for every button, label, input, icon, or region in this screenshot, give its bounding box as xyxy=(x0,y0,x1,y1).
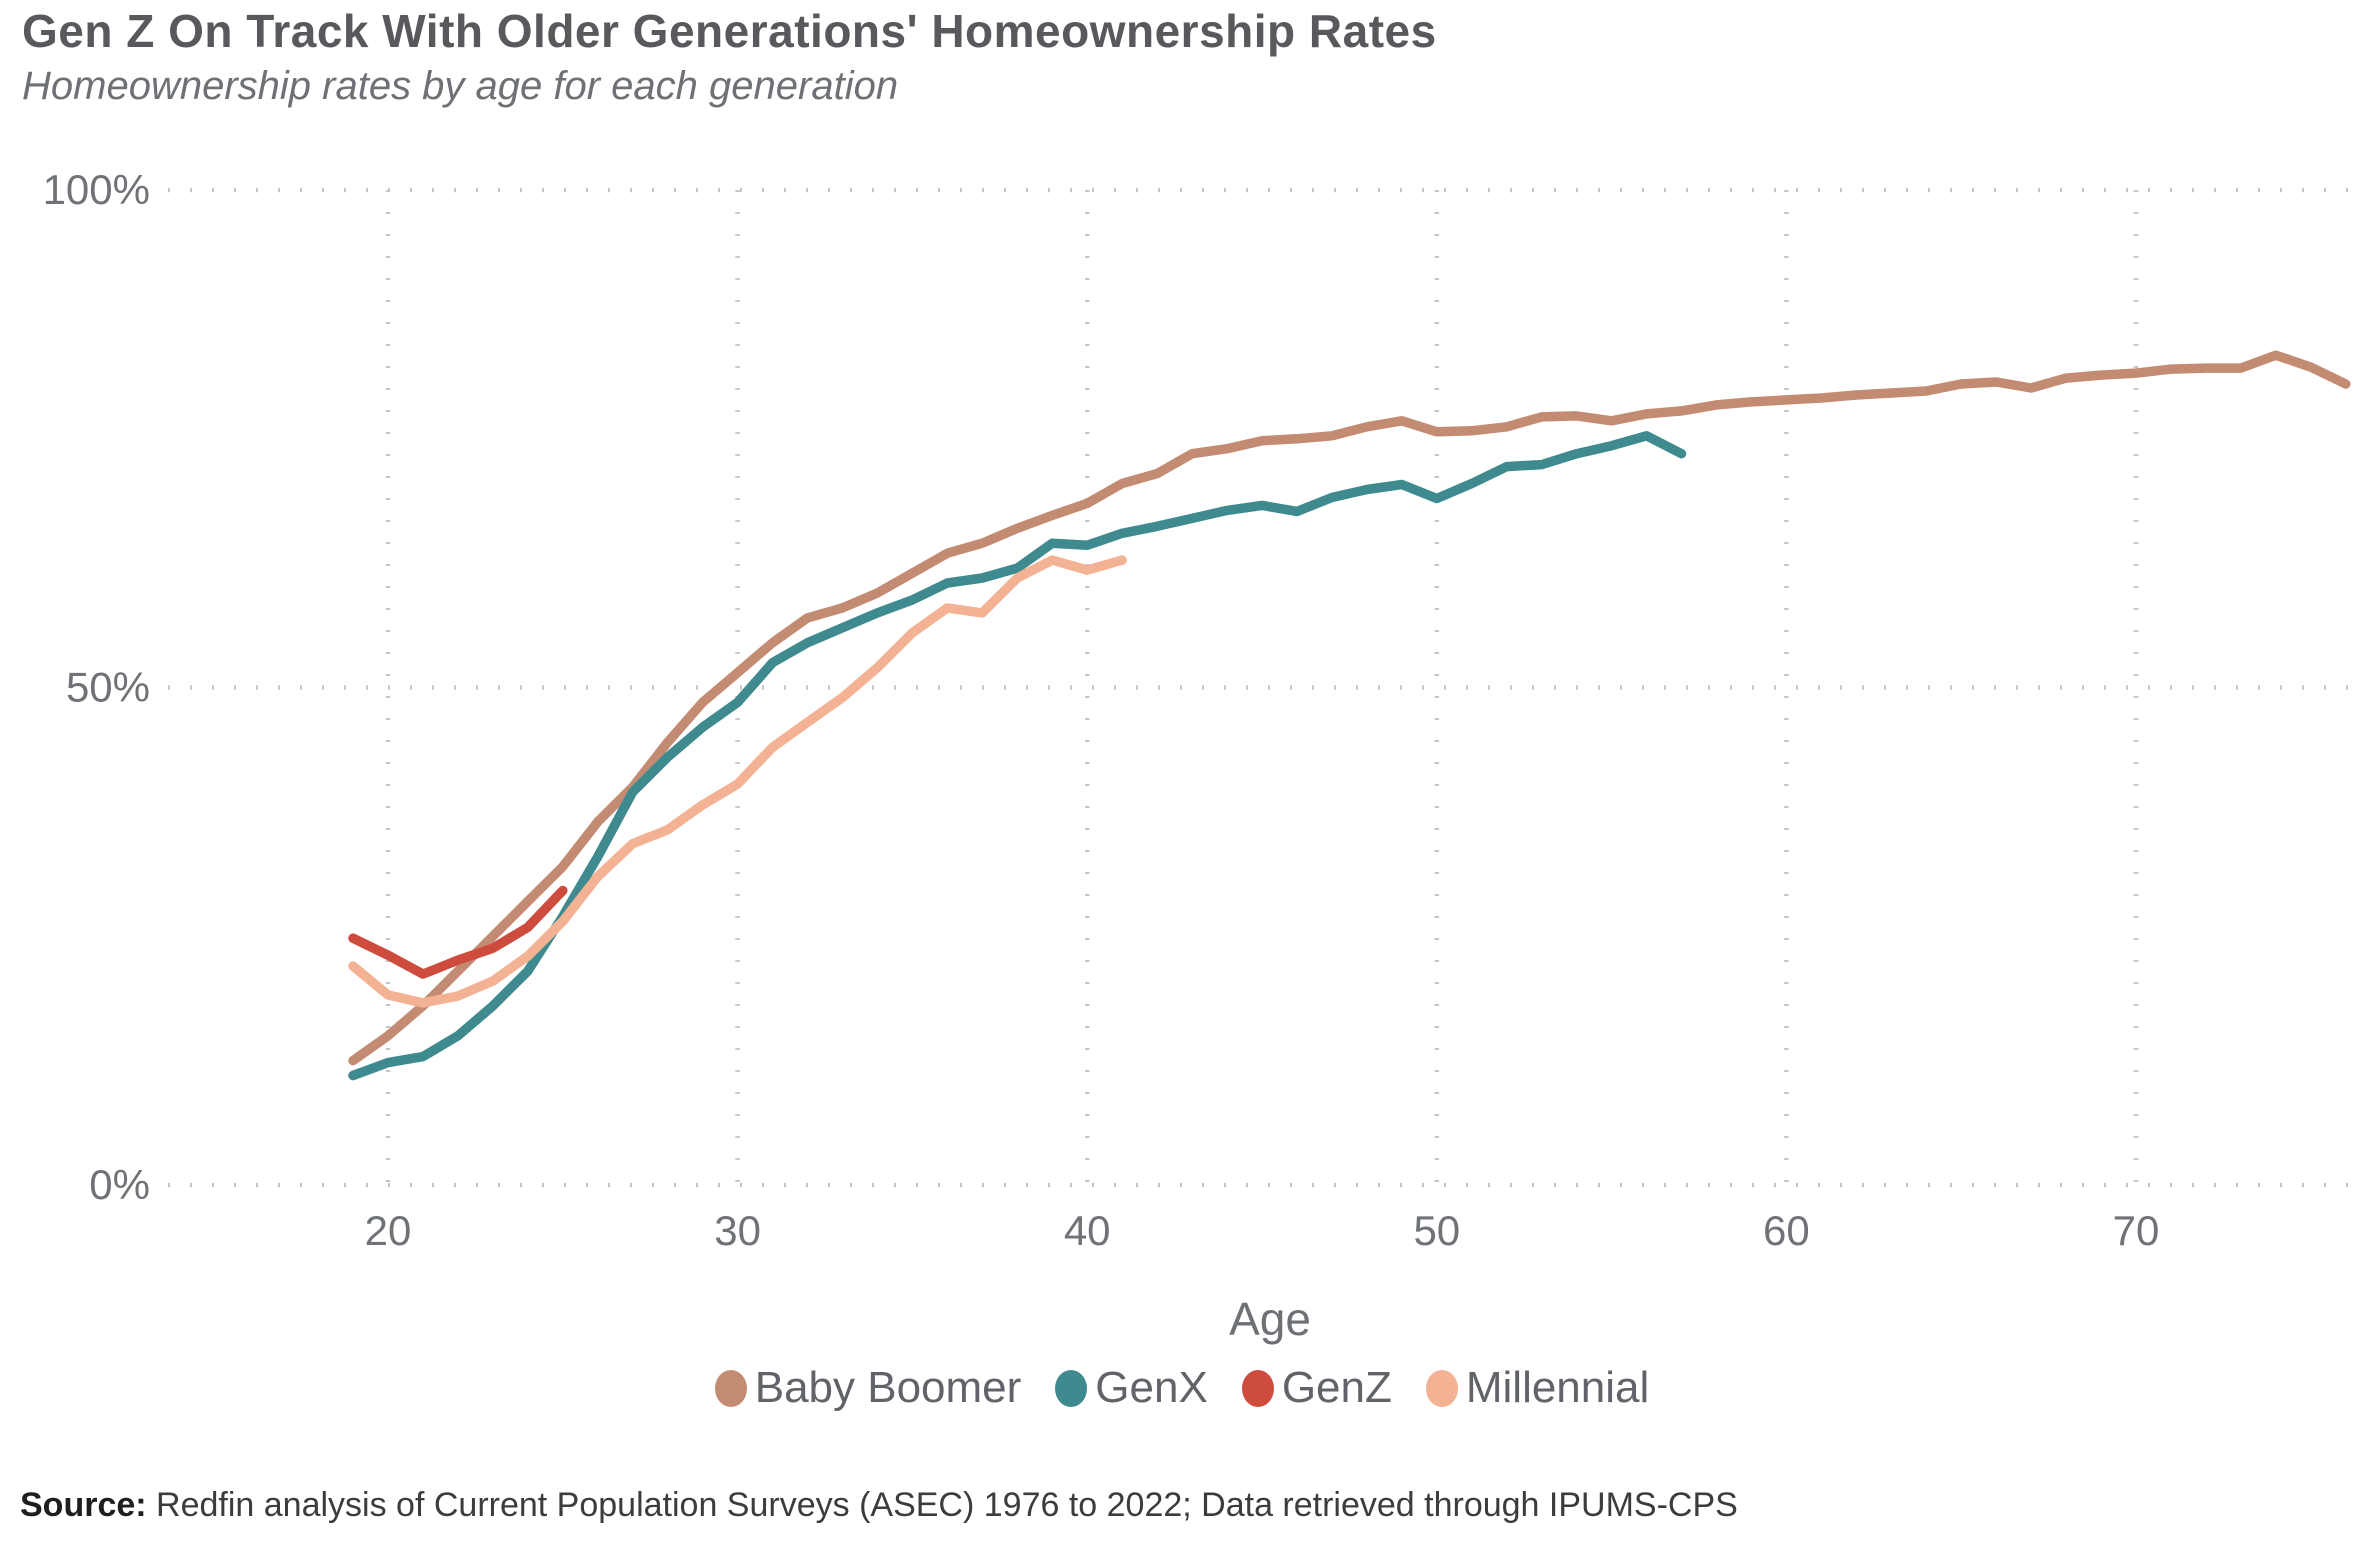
legend: Baby Boomer GenX GenZ Millennial xyxy=(0,1363,2364,1413)
legend-dot-icon xyxy=(1055,1369,1088,1407)
legend-dot-icon xyxy=(1425,1369,1458,1407)
series-lines xyxy=(348,350,2351,1081)
legend-item-genx[interactable]: GenX xyxy=(1055,1363,1208,1413)
y-tick-label: 100% xyxy=(43,166,150,213)
x-tick-label: 50 xyxy=(1413,1207,1460,1254)
legend-label: GenX xyxy=(1095,1363,1208,1412)
series-line-millennial xyxy=(348,555,1127,1008)
x-axis-title: Age xyxy=(1229,1293,1311,1345)
legend-label: Millennial xyxy=(1465,1363,1650,1412)
x-tick-label: 20 xyxy=(365,1207,412,1254)
legend-item-genz[interactable]: GenZ xyxy=(1241,1363,1392,1413)
chart-title: Gen Z On Track With Older Generations' H… xyxy=(22,5,1437,57)
axis-tick-labels: 0% 50% 100% 20 30 40 50 60 70 xyxy=(43,166,2160,1254)
series-line-baby-boomer xyxy=(348,350,2351,1066)
legend-label: Baby Boomer xyxy=(754,1363,1022,1412)
x-tick-label: 60 xyxy=(1763,1207,1810,1254)
y-tick-label: 0% xyxy=(89,1161,150,1208)
series-line-genz xyxy=(348,885,568,979)
y-tick-label: 50% xyxy=(66,664,150,711)
legend-item-millennial[interactable]: Millennial xyxy=(1425,1363,1650,1413)
source-text: Redfin analysis of Current Population Su… xyxy=(146,1486,1738,1524)
x-tick-label: 40 xyxy=(1064,1207,1111,1254)
legend-dot-icon xyxy=(1241,1369,1274,1407)
x-tick-label: 30 xyxy=(714,1207,761,1254)
legend-dot-icon xyxy=(714,1369,747,1407)
legend-label: GenZ xyxy=(1281,1363,1392,1412)
source-note: Source: Redfin analysis of Current Popul… xyxy=(20,1486,1738,1525)
series-line-genx xyxy=(348,431,1687,1081)
gridlines xyxy=(168,187,2348,1188)
x-tick-label: 70 xyxy=(2113,1207,2160,1254)
legend-item-baby-boomer[interactable]: Baby Boomer xyxy=(714,1363,1022,1413)
source-label: Source: xyxy=(20,1486,147,1524)
chart-subtitle: Homeownership rates by age for each gene… xyxy=(22,64,899,108)
